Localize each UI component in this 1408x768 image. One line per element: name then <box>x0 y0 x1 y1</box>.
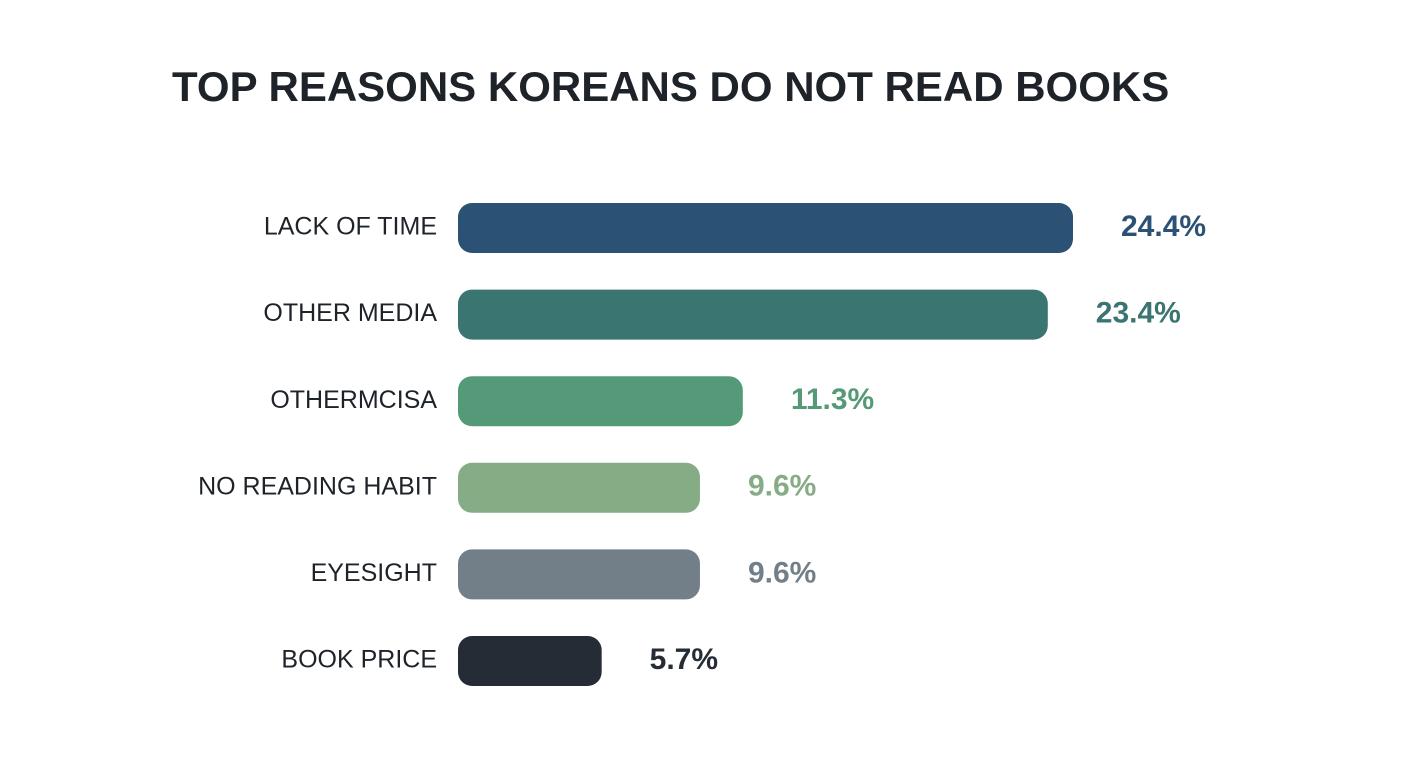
value-label: 23.4% <box>1096 297 1181 330</box>
category-label: OTHERMCISA <box>270 386 437 414</box>
bar <box>458 549 700 600</box>
value-label: 11.3% <box>791 383 874 416</box>
chart-title: TOP REASONS KOREANS DO NOT READ BOOKS <box>172 63 1169 110</box>
value-label: 9.6% <box>748 470 816 503</box>
bar <box>458 376 743 427</box>
category-label: NO READING HABIT <box>198 472 437 500</box>
bar <box>458 203 1073 253</box>
value-label: 5.7% <box>650 643 718 676</box>
category-label: BOOK PRICE <box>281 646 437 674</box>
value-label: 24.4% <box>1121 210 1206 243</box>
category-label: LACK OF TIME <box>264 213 437 241</box>
category-label: EYESIGHT <box>311 559 437 587</box>
value-label: 9.6% <box>748 556 816 589</box>
bar <box>458 462 700 513</box>
category-label: OTHER MEDIA <box>263 299 437 327</box>
bar <box>458 636 602 686</box>
bar <box>458 289 1048 340</box>
